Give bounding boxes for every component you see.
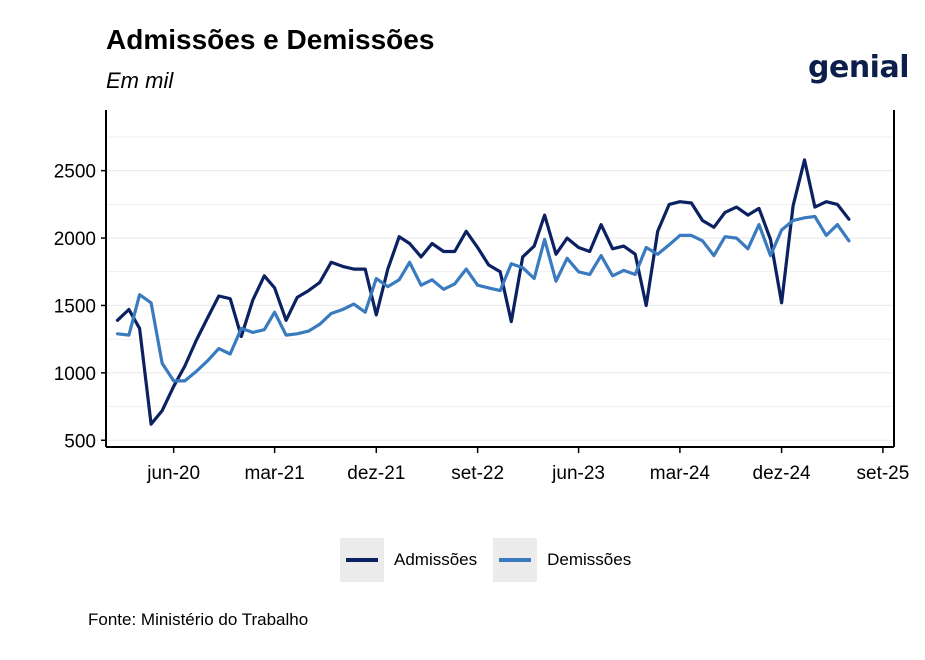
chart-subtitle: Em mil: [106, 68, 174, 93]
series-line-demissoes: [115, 214, 851, 383]
legend-item-demissoes: Demissões: [493, 538, 631, 582]
x-tick-label: mar-21: [245, 463, 305, 484]
legend-key-admissoes: [340, 538, 384, 582]
legend-item-admissoes: Admissões: [340, 538, 477, 582]
legend-label-admissoes: Admissões: [394, 550, 478, 569]
chart-title: Admissões e Demissões: [106, 24, 435, 55]
x-tick-label: dez-24: [753, 463, 812, 484]
x-tick-label: dez-21: [347, 463, 405, 484]
y-tick-label: 2500: [54, 162, 96, 183]
x-tick-label: mar-24: [650, 463, 711, 484]
y-tick-label: 1500: [54, 296, 96, 317]
y-tick-label: 1000: [54, 364, 96, 385]
x-tick-label: jun-23: [551, 463, 605, 484]
x-tick-label: jun-20: [146, 463, 200, 484]
y-tick-label: 500: [64, 431, 96, 452]
legend: Admissões Demissões: [340, 538, 647, 582]
x-tick-label: set-22: [451, 463, 504, 484]
genial-logo: genial: [808, 50, 910, 85]
plot-panel: [106, 110, 894, 447]
source-note: Fonte: Ministério do Trabalho: [88, 610, 309, 629]
legend-key-demissoes: [493, 538, 538, 582]
axes: 500 1000 1500 2000 2500 jun-20 mar-21 dez-21 set…: [54, 110, 910, 484]
x-tick-label: set-25: [857, 463, 910, 484]
y-tick-label: 2000: [54, 229, 96, 250]
legend-label-demissoes: Demissões: [547, 550, 632, 569]
series-lines: [115, 158, 851, 426]
